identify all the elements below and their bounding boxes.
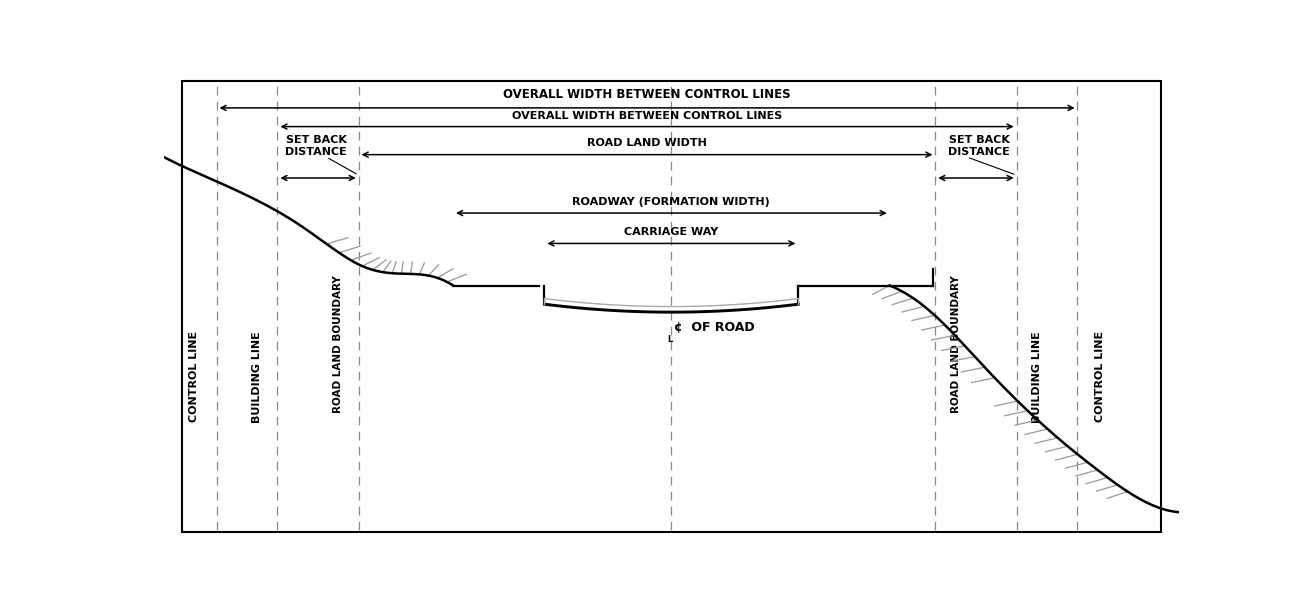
Text: ¢  OF ROAD: ¢ OF ROAD	[675, 321, 755, 334]
Text: ROAD LAND BOUNDARY: ROAD LAND BOUNDARY	[333, 275, 343, 413]
Text: OVERALL WIDTH BETWEEN CONTROL LINES: OVERALL WIDTH BETWEEN CONTROL LINES	[512, 110, 782, 121]
Text: SET BACK
DISTANCE: SET BACK DISTANCE	[948, 135, 1010, 157]
Text: ROAD LAND WIDTH: ROAD LAND WIDTH	[587, 138, 707, 148]
Text: SET BACK
DISTANCE: SET BACK DISTANCE	[286, 135, 347, 157]
Text: BUILDING LINE: BUILDING LINE	[1032, 331, 1041, 422]
Text: L: L	[668, 334, 673, 344]
Text: CONTROL LINE: CONTROL LINE	[1095, 331, 1104, 422]
Text: CARRIAGE WAY: CARRIAGE WAY	[625, 227, 718, 237]
Text: OVERALL WIDTH BETWEEN CONTROL LINES: OVERALL WIDTH BETWEEN CONTROL LINES	[503, 88, 791, 101]
Text: ROAD LAND BOUNDARY: ROAD LAND BOUNDARY	[951, 275, 960, 413]
Text: CONTROL LINE: CONTROL LINE	[189, 331, 199, 422]
Text: ROADWAY (FORMATION WIDTH): ROADWAY (FORMATION WIDTH)	[572, 197, 770, 206]
Text: BUILDING LINE: BUILDING LINE	[252, 331, 262, 422]
